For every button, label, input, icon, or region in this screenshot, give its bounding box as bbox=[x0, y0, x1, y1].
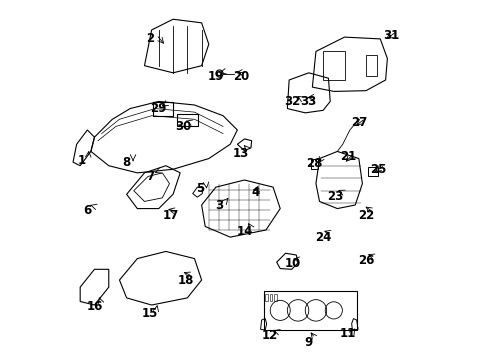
Bar bbox=[323, 51, 344, 80]
Text: 10: 10 bbox=[284, 257, 300, 270]
Bar bbox=[269, 294, 272, 301]
Text: 17: 17 bbox=[163, 209, 179, 222]
Text: 31: 31 bbox=[382, 29, 398, 42]
Text: 33: 33 bbox=[300, 95, 316, 108]
Text: 3: 3 bbox=[215, 198, 223, 212]
Text: 1: 1 bbox=[78, 154, 86, 167]
Text: 12: 12 bbox=[261, 329, 277, 342]
Bar bbox=[264, 291, 356, 330]
Bar bbox=[310, 159, 317, 169]
Text: 13: 13 bbox=[232, 147, 248, 160]
Bar bbox=[365, 55, 376, 76]
Bar bbox=[264, 294, 267, 301]
Text: 7: 7 bbox=[145, 170, 154, 183]
Text: 18: 18 bbox=[177, 274, 193, 287]
Text: 32: 32 bbox=[284, 95, 300, 108]
Bar bbox=[273, 294, 276, 301]
Text: 4: 4 bbox=[250, 186, 259, 199]
Text: 19: 19 bbox=[207, 70, 224, 83]
Text: 6: 6 bbox=[83, 204, 91, 217]
Bar bbox=[176, 114, 198, 126]
Text: 2: 2 bbox=[145, 32, 154, 45]
Text: 29: 29 bbox=[150, 102, 166, 115]
Text: 11: 11 bbox=[339, 327, 355, 340]
Text: 22: 22 bbox=[357, 209, 373, 222]
Text: 24: 24 bbox=[314, 231, 330, 244]
Text: 9: 9 bbox=[304, 336, 312, 349]
Bar bbox=[367, 167, 378, 176]
Text: 20: 20 bbox=[232, 70, 248, 83]
Text: 15: 15 bbox=[142, 307, 158, 320]
Text: 28: 28 bbox=[305, 157, 322, 170]
Text: 14: 14 bbox=[236, 225, 252, 238]
Text: 21: 21 bbox=[339, 150, 355, 163]
Text: 8: 8 bbox=[122, 156, 130, 168]
Bar bbox=[153, 102, 173, 116]
Text: 30: 30 bbox=[175, 120, 191, 133]
Text: 25: 25 bbox=[369, 163, 386, 176]
Text: 16: 16 bbox=[86, 300, 102, 313]
Text: 26: 26 bbox=[357, 254, 373, 267]
Text: 23: 23 bbox=[327, 190, 343, 203]
Text: 27: 27 bbox=[350, 116, 366, 129]
Text: 5: 5 bbox=[195, 183, 203, 195]
